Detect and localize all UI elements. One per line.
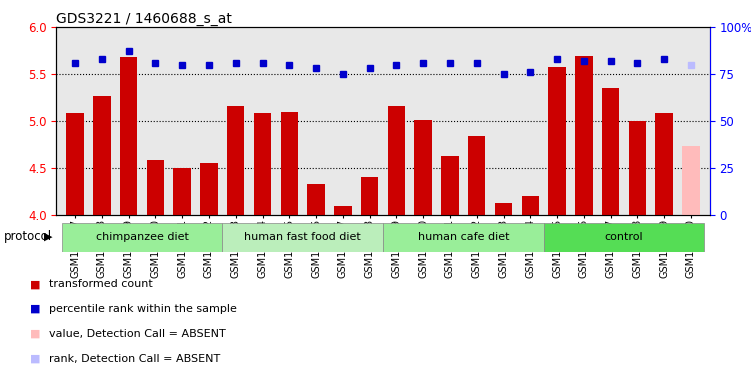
Text: percentile rank within the sample: percentile rank within the sample (49, 304, 237, 314)
Text: ■: ■ (30, 279, 41, 289)
Bar (544, 223, 704, 252)
Bar (388, 106, 405, 215)
Text: ■: ■ (30, 329, 41, 339)
Text: value, Detection Call = ABSENT: value, Detection Call = ABSENT (49, 329, 225, 339)
Text: human fast food diet: human fast food diet (244, 232, 361, 242)
Bar (254, 113, 271, 215)
Bar (468, 136, 485, 215)
Bar (307, 184, 324, 215)
Bar (201, 163, 218, 215)
Bar (656, 113, 673, 215)
Bar (93, 96, 110, 215)
Bar (227, 106, 244, 215)
Bar (629, 121, 646, 215)
Bar (173, 168, 191, 215)
Bar (495, 203, 512, 215)
Bar (442, 156, 459, 215)
Bar (548, 67, 566, 215)
Bar (415, 120, 432, 215)
Text: ■: ■ (30, 354, 41, 364)
Bar (522, 196, 539, 215)
Bar (602, 88, 620, 215)
Text: human cafe diet: human cafe diet (418, 232, 509, 242)
Text: ■: ■ (30, 304, 41, 314)
Text: ▶: ▶ (44, 232, 52, 242)
Bar (222, 223, 383, 252)
Text: chimpanzee diet: chimpanzee diet (95, 232, 189, 242)
Bar (66, 113, 84, 215)
Text: rank, Detection Call = ABSENT: rank, Detection Call = ABSENT (49, 354, 220, 364)
Bar (281, 112, 298, 215)
Bar (334, 206, 351, 215)
Bar (62, 223, 222, 252)
Bar (120, 57, 137, 215)
Bar (383, 223, 544, 252)
Text: protocol: protocol (4, 230, 52, 243)
Text: control: control (605, 232, 644, 242)
Bar (361, 177, 379, 215)
Text: transformed count: transformed count (49, 279, 152, 289)
Bar (575, 56, 593, 215)
Bar (682, 146, 700, 215)
Bar (146, 161, 164, 215)
Text: GDS3221 / 1460688_s_at: GDS3221 / 1460688_s_at (56, 12, 232, 26)
